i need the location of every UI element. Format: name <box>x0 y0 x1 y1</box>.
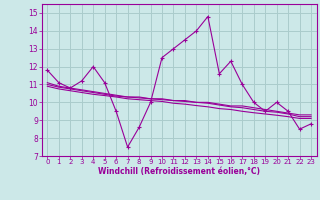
X-axis label: Windchill (Refroidissement éolien,°C): Windchill (Refroidissement éolien,°C) <box>98 167 260 176</box>
